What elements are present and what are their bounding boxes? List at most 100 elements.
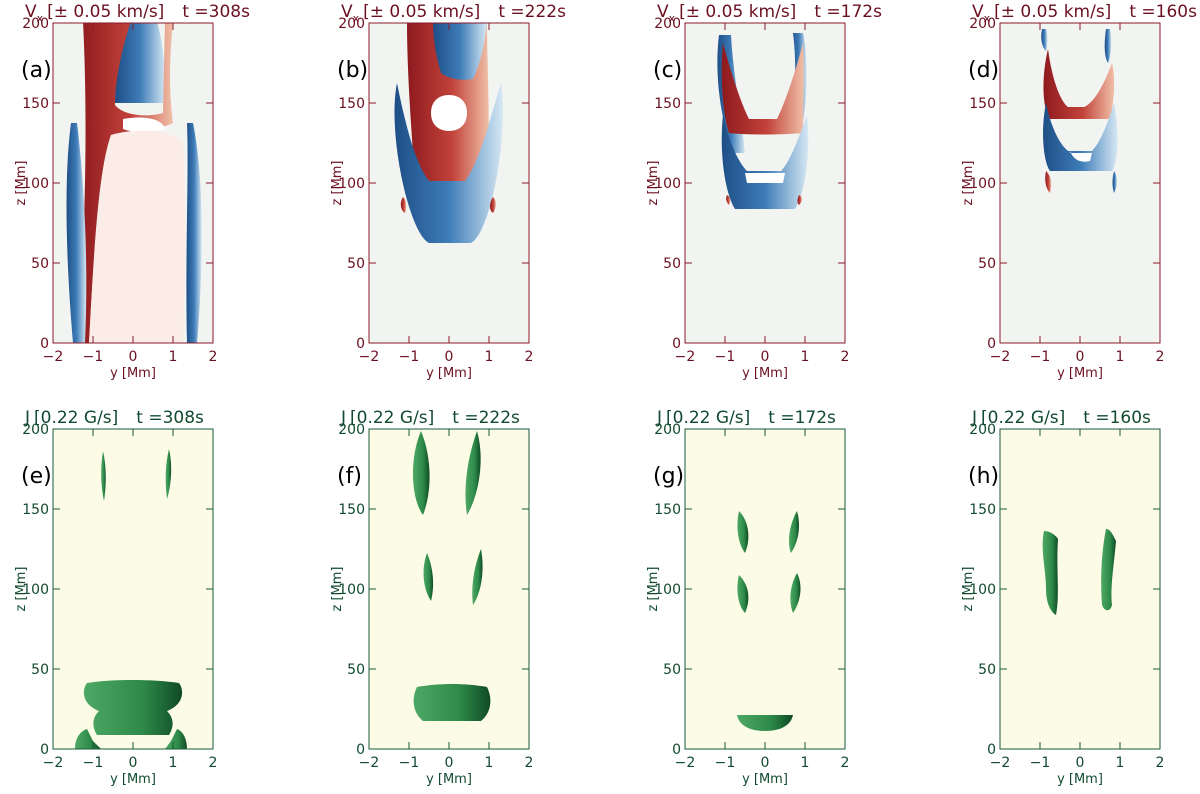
- y-axis-label: z [Mm]: [330, 567, 345, 612]
- quantity-symbol: J: [24, 408, 30, 428]
- field-region: [737, 511, 749, 553]
- panel-title: Vx [± 0.05 km/s] t =160s: [972, 2, 1197, 25]
- field-region: [472, 549, 483, 605]
- y-tick-label: 200: [338, 422, 365, 438]
- field-region: [89, 130, 186, 343]
- x-tick-label: 2: [841, 349, 850, 365]
- quantity-symbol: J: [340, 408, 346, 428]
- field-region: [721, 43, 804, 135]
- quantity-scale: [± 0.05 km/s]: [994, 2, 1111, 22]
- panel-title: J [0.22 G/s] t =172s: [656, 408, 836, 428]
- quantity-scale: [± 0.05 km/s]: [47, 2, 164, 22]
- field-region: [123, 117, 165, 132]
- quantity-symbol: V: [972, 2, 984, 22]
- x-axis-label: y [Mm]: [1057, 366, 1103, 381]
- y-axis-label: z [Mm]: [330, 161, 345, 206]
- x-tick-label: 1: [801, 755, 810, 771]
- time-label: t =172s: [814, 2, 882, 22]
- field-structures: [66, 23, 202, 343]
- y-tick-label: 0: [356, 742, 365, 758]
- field-region: [1043, 49, 1115, 119]
- y-tick-label: 0: [987, 742, 996, 758]
- time-label: t =222s: [452, 408, 520, 428]
- quantity-subscript: x: [984, 12, 991, 25]
- y-tick-label: 150: [22, 502, 49, 518]
- quantity-symbol: V: [657, 2, 669, 22]
- field-structures: [394, 23, 503, 243]
- x-axis-label: y [Mm]: [110, 366, 156, 381]
- field-region: [400, 197, 407, 213]
- field-region: [433, 23, 487, 80]
- y-tick-label: 150: [969, 96, 996, 112]
- x-axis-label: y [Mm]: [742, 366, 788, 381]
- x-tick-label: 1: [1116, 349, 1125, 365]
- quantity-scale: [0.22 G/s]: [981, 408, 1065, 428]
- quantity-subscript: x: [37, 12, 44, 25]
- panel-letter: (a): [21, 58, 52, 83]
- field-region: [745, 173, 785, 183]
- field-region: [431, 95, 467, 131]
- field-region: [115, 23, 166, 103]
- y-tick-label: 100: [969, 176, 996, 192]
- y-tick-label: 150: [338, 502, 365, 518]
- x-tick-label: 1: [485, 349, 494, 365]
- y-tick-label: 50: [978, 256, 996, 272]
- plot-background: [1000, 429, 1160, 749]
- panel-7: −2 −1 0 1 2 0 50 100 150 200 y [Mm] z [Mm] J [0.22 G/…: [646, 408, 849, 787]
- y-tick-label: 150: [338, 96, 365, 112]
- field-region: [186, 123, 202, 343]
- y-tick-label: 100: [338, 582, 365, 598]
- field-region: [83, 680, 183, 735]
- x-tick-label: 0: [445, 755, 454, 771]
- quantity-scale: [0.22 G/s]: [350, 408, 434, 428]
- x-axis-label: y [Mm]: [426, 366, 472, 381]
- x-tick-label: −2: [675, 755, 696, 771]
- panel-letter: (h): [968, 464, 999, 489]
- y-tick-label: 50: [347, 662, 365, 678]
- x-tick-label: −1: [83, 349, 104, 365]
- y-tick-label: 150: [969, 502, 996, 518]
- quantity-scale: [0.22 G/s]: [34, 408, 118, 428]
- time-label: t =308s: [136, 408, 204, 428]
- x-tick-label: −2: [990, 755, 1011, 771]
- field-region: [737, 715, 793, 731]
- field-region: [1043, 103, 1118, 171]
- x-tick-label: −1: [83, 755, 104, 771]
- quantity-scale: [± 0.05 km/s]: [679, 2, 796, 22]
- field-region: [412, 431, 430, 515]
- x-tick-label: −2: [43, 755, 64, 771]
- x-tick-label: 1: [169, 349, 178, 365]
- field-structures: [1041, 29, 1118, 193]
- x-tick-label: 1: [485, 755, 494, 771]
- time-label: t =222s: [498, 2, 566, 22]
- field-region: [165, 449, 172, 499]
- y-tick-label: 0: [987, 336, 996, 352]
- y-tick-label: 150: [654, 502, 681, 518]
- y-tick-label: 0: [40, 742, 49, 758]
- field-region: [1101, 529, 1116, 611]
- field-region: [165, 729, 187, 749]
- field-structures: [412, 431, 491, 721]
- x-tick-label: −1: [715, 349, 736, 365]
- y-tick-label: 50: [663, 662, 681, 678]
- x-tick-label: −2: [359, 349, 380, 365]
- x-tick-label: 2: [525, 349, 534, 365]
- panel-title: J [0.22 G/s] t =160s: [971, 408, 1151, 428]
- y-tick-label: 0: [672, 742, 681, 758]
- field-region: [66, 123, 87, 343]
- y-tick-label: 200: [338, 16, 365, 32]
- panel-2: −2 −1 0 1 2 0 50 100 150 200 y [Mm] z [Mm] Vx [± 0.05…: [330, 2, 566, 381]
- time-label: t =172s: [768, 408, 836, 428]
- y-axis-label: z [Mm]: [14, 161, 29, 206]
- x-tick-label: 0: [1076, 349, 1085, 365]
- y-tick-label: 0: [672, 336, 681, 352]
- x-tick-label: 2: [525, 755, 534, 771]
- panel-letter: (c): [653, 58, 682, 83]
- panel-title: Vx [± 0.05 km/s] t =308s: [25, 2, 250, 25]
- y-tick-label: 100: [969, 582, 996, 598]
- field-region: [1070, 151, 1092, 162]
- y-tick-label: 0: [356, 336, 365, 352]
- field-structures: [75, 449, 187, 749]
- panel-letter: (f): [337, 464, 362, 489]
